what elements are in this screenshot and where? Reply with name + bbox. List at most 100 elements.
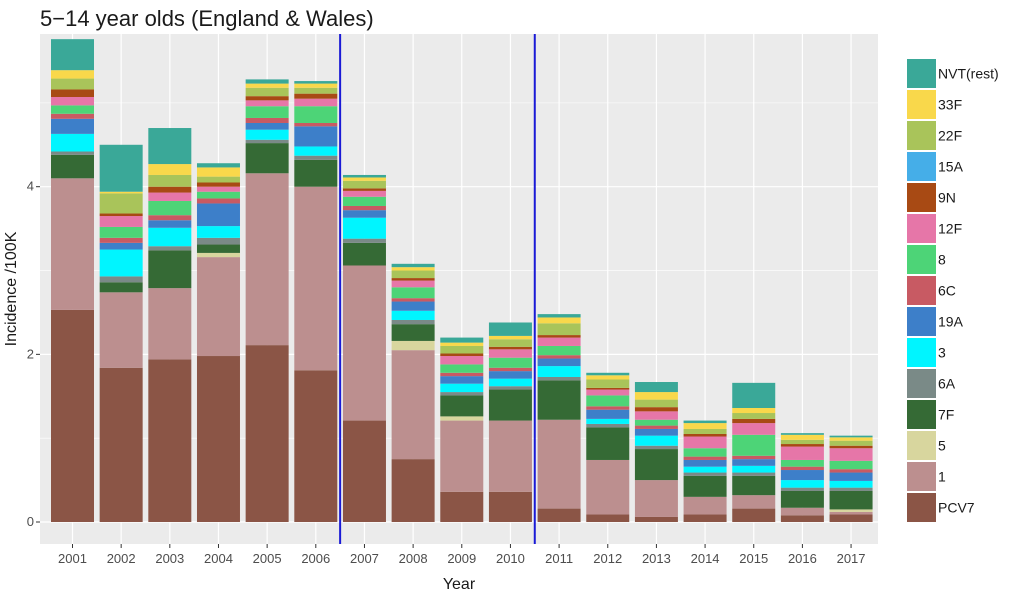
bar-segment [342, 174, 386, 178]
bar-segment [391, 310, 435, 320]
bar-segment [683, 472, 727, 476]
bar-segment [245, 122, 289, 130]
bar-segment [732, 455, 776, 460]
bar-segment [683, 456, 727, 460]
bar-segment [99, 216, 143, 227]
bar-segment [342, 420, 386, 522]
bar-segment [829, 472, 873, 481]
bar-segment [148, 246, 192, 251]
bar-segment [245, 129, 289, 140]
bar-segment [537, 337, 581, 346]
bar-segment [245, 96, 289, 101]
bar-segment [148, 359, 192, 522]
legend-swatch [907, 307, 936, 336]
bar-segment [634, 407, 678, 412]
bar-segment [537, 366, 581, 377]
legend-label: 19A [938, 314, 964, 330]
bar-segment [732, 382, 776, 408]
bar-segment [780, 490, 824, 508]
bar-segment [586, 375, 630, 380]
bar-segment [780, 507, 824, 516]
bar-segment [586, 427, 630, 460]
chart-title: 5−14 year olds (England & Wales) [40, 6, 374, 31]
bar-segment [683, 448, 727, 457]
bar-segment [99, 242, 143, 250]
bar-segment [342, 190, 386, 197]
bar-segment [440, 337, 484, 343]
bar-segment [294, 83, 338, 88]
bar-segment [586, 409, 630, 419]
bar-segment [391, 340, 435, 351]
bar-segment [99, 237, 143, 243]
bar-segment [780, 433, 824, 435]
y-tick-label: 0 [27, 514, 34, 529]
bar-segment [634, 480, 678, 517]
bar-segment [245, 173, 289, 346]
legend-swatch [907, 431, 936, 460]
bar-segment [780, 434, 824, 440]
bar-segment [294, 106, 338, 123]
bar-segment [440, 364, 484, 373]
legend-label: 8 [938, 252, 946, 268]
bar-segment [294, 159, 338, 187]
y-tick-label: 4 [27, 179, 34, 194]
bar-segment [391, 319, 435, 325]
bar-segment [342, 205, 386, 211]
bar-segment [51, 39, 94, 71]
bar-segment [488, 389, 532, 421]
legend-label: 33F [938, 97, 962, 113]
bar-segment [51, 118, 94, 134]
bar-segment [586, 372, 630, 376]
bar-segment [99, 144, 143, 192]
bar-segment [732, 475, 776, 496]
bar-segment [342, 188, 386, 191]
legend-label: 9N [938, 190, 956, 206]
bar-segment [780, 446, 824, 460]
bar-segment [537, 314, 581, 318]
bar-segment [634, 516, 678, 522]
bar-segment [586, 418, 630, 424]
bar-segment [683, 420, 727, 424]
bar-segment [440, 376, 484, 384]
bar-segment [829, 460, 873, 470]
bar-segment [196, 226, 240, 238]
bar-segment [294, 146, 338, 156]
bar-segment [391, 350, 435, 460]
bar-segment [732, 418, 776, 424]
legend-swatch [907, 183, 936, 212]
legend-swatch [907, 214, 936, 243]
legend-label: 22F [938, 128, 962, 144]
legend-swatch [907, 462, 936, 491]
bar-segment [148, 250, 192, 289]
reference-lines [339, 34, 536, 544]
bar-segment [245, 139, 289, 144]
legend-swatch [907, 369, 936, 398]
x-tick-label: 2001 [58, 551, 87, 566]
bar-segment [51, 78, 94, 90]
bar-segment [196, 252, 240, 258]
bar-segment [342, 177, 386, 181]
bar-segment [488, 420, 532, 492]
bar-segment [586, 514, 630, 522]
bar-segment [488, 339, 532, 347]
bar-segment [780, 515, 824, 522]
bar-segment [780, 466, 824, 471]
bar-segment [683, 514, 727, 522]
bar-segment [99, 191, 143, 194]
bar-segment [732, 495, 776, 509]
legend-label: 3 [938, 345, 946, 361]
bar-segment [342, 217, 386, 239]
legend-swatch [907, 245, 936, 274]
x-tick-label: 2002 [107, 551, 136, 566]
bar-segment [245, 87, 289, 97]
bar-segment [586, 459, 630, 515]
bar-segment [294, 81, 338, 84]
bar-segment [586, 389, 630, 396]
legend-label: 15A [938, 159, 964, 175]
legend-label: 12F [938, 221, 962, 237]
legend-label: 7F [938, 407, 954, 423]
bar-segment [99, 292, 143, 368]
bar-segment [488, 322, 532, 336]
x-tick-label: 2016 [788, 551, 817, 566]
